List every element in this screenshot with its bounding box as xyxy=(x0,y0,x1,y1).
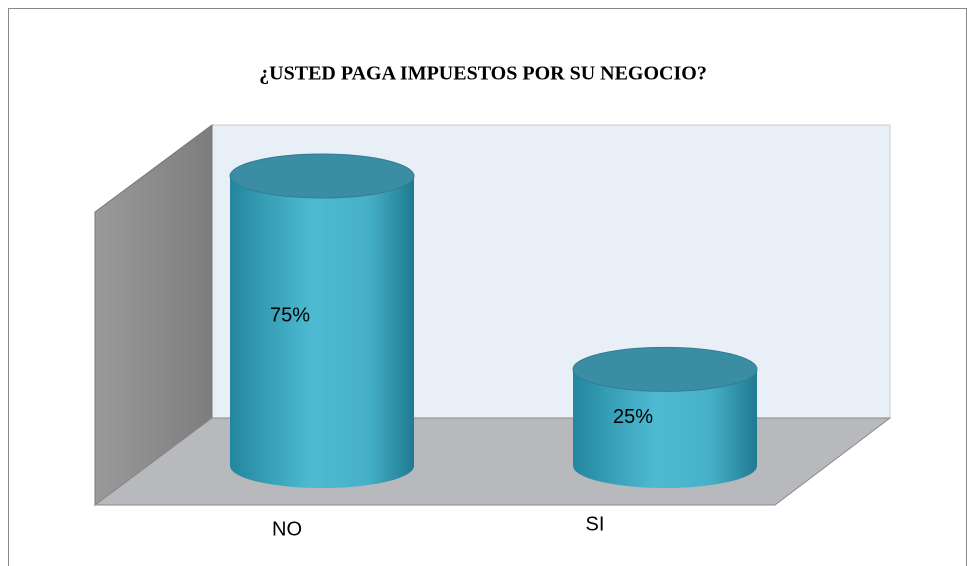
cylinder xyxy=(229,153,415,488)
cylinder-top xyxy=(572,346,758,392)
floor xyxy=(93,417,892,506)
data-label: 25% xyxy=(613,406,653,428)
data-label: 75% xyxy=(270,304,310,326)
cylinder xyxy=(572,346,758,488)
cylinder-body xyxy=(230,176,414,488)
chart-title: ¿USTED PAGA IMPUESTOS POR SU NEGOCIO? xyxy=(259,63,707,85)
x-tick-label: SI xyxy=(586,513,605,535)
cylinder-top xyxy=(229,153,415,199)
x-tick-label: NO xyxy=(272,518,302,540)
cylinder-body xyxy=(573,369,757,488)
